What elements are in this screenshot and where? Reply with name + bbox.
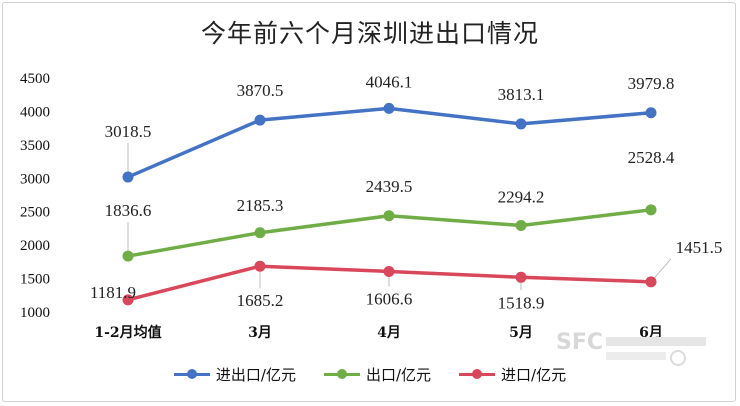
data-label: 1451.5 [676, 238, 723, 257]
data-label: 2528.4 [628, 148, 675, 167]
legend-swatch-icon [323, 369, 360, 379]
data-point [645, 204, 657, 216]
legend-swatch-icon [173, 369, 210, 379]
data-label: 2185.3 [237, 196, 284, 215]
data-point [122, 294, 134, 306]
data-label: 1836.6 [105, 201, 152, 220]
data-point [383, 102, 395, 114]
data-label: 3870.5 [237, 81, 284, 100]
data-label: 3018.5 [105, 122, 152, 141]
data-point [515, 219, 527, 231]
data-label: 2294.2 [498, 187, 545, 206]
data-label: 4046.1 [366, 72, 413, 91]
data-label: 2439.5 [366, 177, 413, 196]
data-point [515, 118, 527, 130]
legend-label: 出口/亿元 [365, 366, 432, 384]
legend-label: 进口/亿元 [501, 366, 567, 384]
data-point [515, 271, 527, 283]
series-line-0 [127, 106, 652, 179]
data-point [645, 107, 657, 119]
sfc-watermark-logo: SFC [556, 330, 708, 370]
y-tick-label: 1500 [20, 272, 50, 288]
y-tick-label: 2500 [20, 205, 50, 221]
data-label: 3813.1 [498, 85, 545, 104]
y-tick-label: 1000 [20, 305, 50, 321]
chart-legend: 进出口/亿元 出口/亿元 进口/亿元 [0, 364, 740, 385]
data-label: 1181.9 [90, 283, 136, 302]
data-label: 1606.6 [366, 289, 413, 308]
data-label: 3979.8 [628, 74, 675, 93]
chart-frame [2, 2, 736, 402]
data-point [254, 114, 266, 126]
x-category-label: 1-2月均值 [94, 324, 161, 341]
y-tick-label: 4000 [20, 104, 50, 120]
legend-item: 进出口/亿元 [173, 364, 296, 385]
y-tick-label: 3000 [20, 171, 50, 187]
data-point [645, 276, 657, 288]
data-point [383, 210, 395, 222]
y-tick-label: 2000 [20, 238, 50, 254]
data-label: 1685.2 [237, 291, 284, 310]
data-point [383, 265, 395, 277]
legend-item: 进口/亿元 [459, 364, 566, 385]
y-tick-label: 3500 [20, 138, 50, 154]
legend-swatch-icon [459, 369, 496, 379]
data-point [122, 250, 134, 262]
x-category-label: 3月 [248, 325, 272, 341]
chart-title: 今年前六个月深圳进出口情况 [200, 19, 539, 48]
data-point [254, 260, 266, 272]
legend-item: 出口/亿元 [323, 364, 432, 385]
x-category-label: 5月 [509, 325, 533, 341]
watermark-badge-icon [670, 350, 686, 366]
legend-label: 进出口/亿元 [215, 366, 296, 384]
y-tick-label: 4500 [20, 71, 50, 87]
x-category-label: 4月 [377, 325, 401, 341]
data-point [122, 171, 134, 183]
data-label: 1518.9 [498, 293, 545, 312]
data-point [254, 227, 266, 239]
watermark-text: SFC [556, 330, 604, 355]
